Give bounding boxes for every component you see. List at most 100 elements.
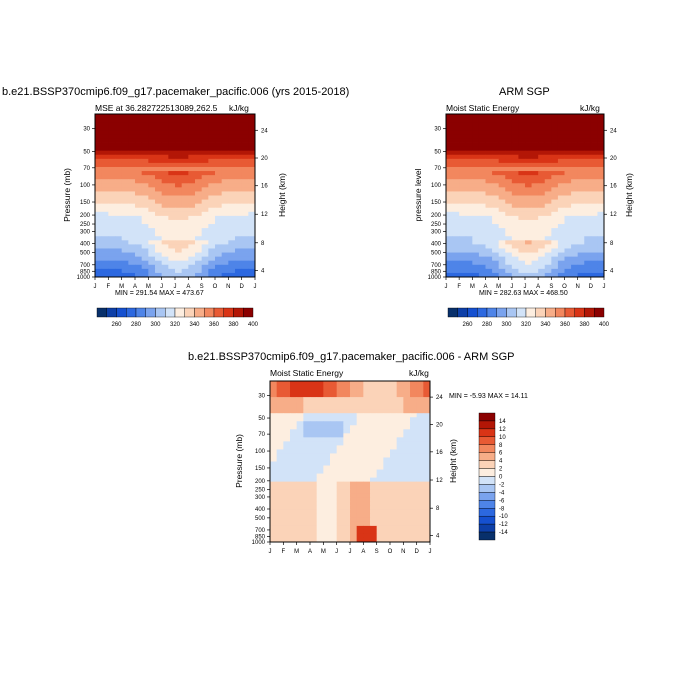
panel1-colorbar-box: [126, 307, 137, 318]
panel2-cell: [564, 252, 572, 258]
panel3-cell: [283, 433, 291, 438]
panel2-cell: [531, 236, 539, 241]
panel3-cell: [276, 493, 284, 499]
panel2-cell: [478, 187, 486, 192]
panel3-cell: [390, 469, 398, 474]
panel3-cell: [316, 437, 324, 442]
panel2-cell: [472, 158, 480, 164]
panel1-cell: [141, 187, 149, 192]
panel3-cell: [276, 405, 284, 410]
panel2-cell: [525, 138, 532, 143]
panel2-cell: [452, 191, 460, 196]
panel2-cell: [577, 252, 585, 258]
panel1-x-tick-label: J: [94, 284, 97, 290]
panel2-cell: [446, 211, 453, 217]
panel2-cell: [538, 203, 546, 209]
panel2-subtitle-right: kJ/kg: [580, 103, 600, 113]
panel1-cell: [201, 240, 209, 245]
panel3-cell: [283, 453, 291, 458]
panel2-cell: [518, 244, 526, 249]
panel2-cell: [492, 215, 500, 221]
panel3-y-tick-label: 30: [258, 393, 265, 399]
panel1-cell: [228, 252, 236, 258]
panel2-cell: [531, 224, 539, 229]
panel2-cell: [472, 146, 480, 152]
panel3-cell: [270, 465, 278, 470]
panel2-cell: [538, 256, 546, 262]
panel2-cell: [597, 224, 605, 229]
panel3-cell: [276, 409, 284, 414]
panel1-cell: [135, 183, 143, 188]
panel3-cell: [356, 525, 364, 531]
panel3-cell: [356, 457, 364, 462]
panel3-cell: [350, 381, 358, 386]
panel3-cell: [296, 441, 304, 446]
panel1-cell: [115, 166, 123, 172]
panel1-cell: [248, 171, 256, 176]
panel2-cell: [452, 142, 460, 148]
panel3-cell: [403, 385, 411, 390]
panel1-cell: [148, 191, 156, 196]
panel1-cell: [215, 191, 223, 196]
panel1-cell: [161, 171, 169, 176]
panel2-cell: [577, 211, 585, 217]
panel3-cell: [350, 505, 358, 511]
panel3-cell: [290, 537, 298, 543]
panel3-cell: [290, 529, 298, 535]
panel3-cell: [296, 485, 304, 491]
panel2-cell: [544, 264, 552, 270]
panel1-cell: [241, 162, 249, 168]
panel2-cell: [511, 154, 519, 160]
panel3-cell: [310, 481, 318, 487]
panel3-cell: [283, 505, 291, 511]
panel3-cell: [310, 489, 318, 495]
panel2-cell: [459, 219, 467, 225]
panel2-cell: [472, 252, 480, 258]
panel3-cell: [290, 417, 298, 422]
panel2-cell: [492, 158, 500, 164]
panel1-cell: [95, 240, 103, 245]
panel2-cell: [452, 183, 460, 188]
panel3-cell: [416, 477, 424, 483]
panel2-cell: [485, 118, 493, 123]
panel1-cell: [221, 187, 229, 192]
panel2-cell: [571, 142, 579, 148]
panel3-cell: [323, 477, 331, 483]
panel2-cell: [498, 195, 506, 200]
panel1-cell: [228, 179, 236, 184]
panel3-cell: [310, 381, 318, 386]
panel1-cell: [168, 248, 176, 253]
panel1-cell: [215, 224, 223, 229]
panel3-cell: [423, 409, 431, 414]
panel1-colorbar-box: [155, 307, 166, 318]
panel2-cell: [485, 150, 493, 156]
panel1-cell: [115, 215, 123, 221]
panel2-cell: [492, 187, 500, 192]
panel3-cell: [316, 389, 324, 394]
panel2-cell: [498, 187, 506, 192]
panel3-cell: [343, 393, 351, 398]
panel2-cell: [557, 232, 565, 237]
panel1-x-tick-label: N: [226, 284, 230, 290]
panel2-cell: [525, 195, 532, 200]
panel2-cell: [518, 264, 526, 270]
panel3-cell: [396, 509, 404, 515]
panel2-cell: [459, 252, 467, 258]
panel1-cell: [175, 154, 183, 160]
panel3-cell: [356, 397, 364, 402]
panel1-cell: [195, 162, 203, 168]
panel2-x-tick-label: J: [524, 284, 527, 290]
panel2-cell: [485, 191, 493, 196]
panel2-cell: [571, 179, 579, 184]
panel1-cell: [188, 183, 196, 188]
panel1-cell: [241, 264, 249, 270]
panel1-cell: [115, 179, 123, 184]
panel1-cell: [168, 272, 176, 278]
panel3-cell: [396, 389, 404, 394]
panel2-cell: [571, 207, 579, 213]
panel3-cell: [330, 465, 338, 470]
panel3-cell: [330, 405, 338, 410]
panel3-cell: [296, 489, 304, 495]
panel2-cell: [544, 158, 552, 164]
panel3-cell: [303, 421, 311, 426]
